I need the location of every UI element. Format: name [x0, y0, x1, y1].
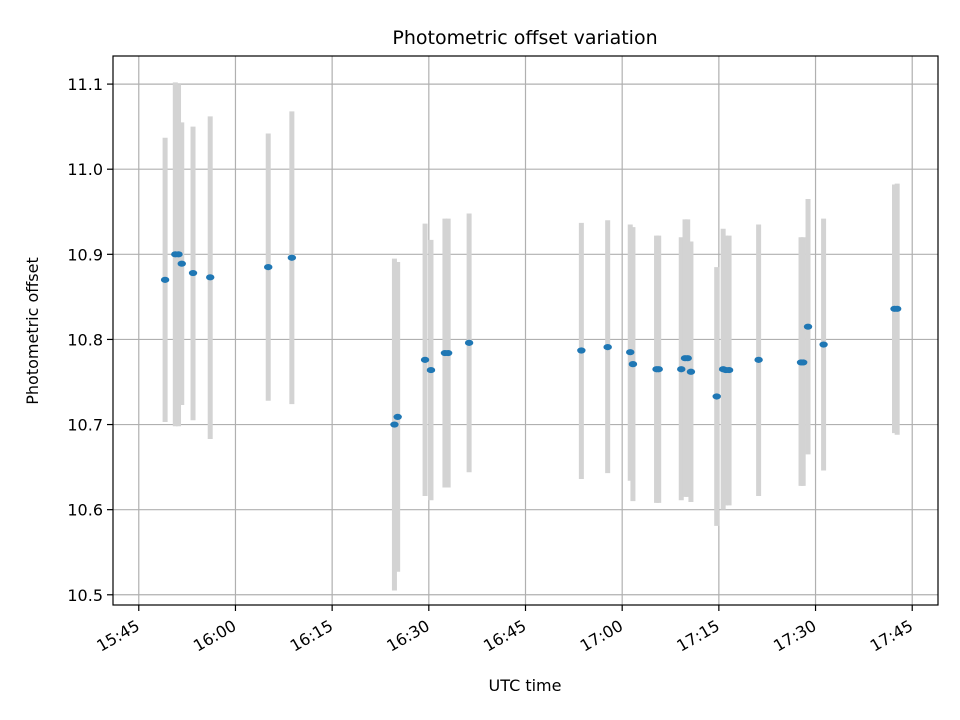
- data-point: [686, 368, 696, 375]
- data-point: [206, 274, 215, 281]
- data-point: [712, 393, 721, 400]
- x-tick-label: 16:45: [480, 616, 529, 656]
- data-point: [393, 413, 402, 420]
- data-point: [654, 366, 663, 373]
- data-point: [892, 305, 902, 312]
- error-bars: [162, 82, 900, 591]
- data-point: [426, 366, 436, 374]
- data-point: [754, 356, 763, 363]
- data-point: [464, 339, 474, 346]
- x-tick-label: 16:30: [383, 616, 432, 656]
- data-point: [603, 343, 612, 351]
- x-tick-label: 17:00: [577, 616, 626, 656]
- chart-title: Photometric offset variation: [392, 27, 657, 49]
- y-tick-label: 10.5: [67, 586, 103, 605]
- data-point: [188, 269, 198, 277]
- data-point: [819, 341, 828, 348]
- y-axis: 10.5 10.6 10.7 10.8 10.9 11.0 11.1: [67, 75, 113, 605]
- y-axis-label: Photometric offset: [23, 257, 42, 405]
- data-point: [443, 349, 453, 357]
- y-tick-label: 10.8: [67, 330, 103, 349]
- data-point: [390, 421, 399, 428]
- data-point: [577, 347, 586, 354]
- y-tick-label: 11.1: [67, 75, 103, 94]
- data-point: [628, 361, 638, 368]
- data-point: [420, 356, 430, 363]
- x-tick-label: 17:15: [673, 616, 722, 656]
- y-tick-label: 11.0: [67, 160, 103, 179]
- data-point: [626, 349, 635, 356]
- y-tick-label: 10.7: [67, 416, 103, 435]
- data-point: [798, 359, 808, 366]
- data-point: [724, 366, 734, 374]
- data-point: [264, 263, 273, 271]
- grid: [113, 56, 938, 605]
- data-point: [160, 276, 170, 283]
- y-tick-label: 10.6: [67, 501, 103, 520]
- data-point: [683, 355, 692, 362]
- x-tick-label: 17:30: [770, 616, 819, 656]
- data-point: [174, 251, 183, 258]
- x-tick-label: 15:45: [93, 616, 142, 656]
- x-tick-label: 16:15: [287, 616, 336, 656]
- x-tick-label: 17:45: [867, 616, 916, 656]
- data-point: [287, 254, 297, 261]
- data-points: [160, 251, 902, 428]
- data-point: [177, 260, 186, 267]
- x-axis: 15:45 16:00 16:15 16:30 16:45 17:00 17:15 17:30…: [93, 605, 916, 656]
- data-point: [803, 323, 813, 330]
- x-tick-label: 16:00: [190, 616, 239, 656]
- x-axis-label: UTC time: [489, 676, 562, 695]
- y-tick-label: 10.9: [67, 245, 103, 264]
- data-point: [677, 366, 686, 373]
